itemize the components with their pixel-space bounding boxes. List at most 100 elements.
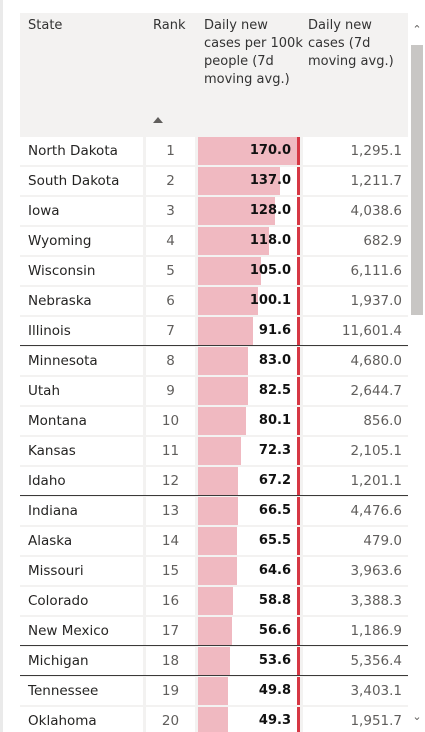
- per100k-value: 49.3: [258, 713, 291, 728]
- cell-rank: 5: [146, 257, 195, 285]
- cell-per100k: 65.5: [198, 527, 300, 555]
- cell-rank: 13: [146, 497, 195, 525]
- cell-state: New Mexico: [20, 617, 143, 645]
- cell-per100k: 49.8: [198, 677, 300, 705]
- table-row[interactable]: Tennessee 19 49.8 3,403.1: [20, 675, 408, 706]
- table-row[interactable]: North Dakota 1 170.0 1,295.1: [20, 136, 408, 166]
- table-row[interactable]: Missouri 15 64.6 3,963.6: [20, 556, 408, 586]
- cell-state: Colorado: [20, 587, 143, 615]
- per100k-data-bar: [198, 407, 246, 435]
- table-row[interactable]: Wyoming 4 118.0 682.9: [20, 226, 408, 256]
- table-row[interactable]: Kansas 11 72.3 2,105.1: [20, 436, 408, 466]
- cell-cases: 1,211.7: [303, 167, 408, 195]
- cell-rank: 17: [146, 617, 195, 645]
- table-row[interactable]: Oklahoma 20 49.3 1,951.7: [20, 706, 408, 732]
- cell-cases: 4,476.6: [303, 497, 408, 525]
- per100k-value: 128.0: [249, 203, 291, 218]
- cell-state: South Dakota: [20, 167, 143, 195]
- scrollbar-thumb[interactable]: [411, 45, 423, 315]
- table-row[interactable]: Nebraska 6 100.1 1,937.0: [20, 286, 408, 316]
- cell-cases: 682.9: [303, 227, 408, 255]
- cell-state: Tennessee: [20, 677, 143, 705]
- per100k-data-bar: [198, 347, 248, 375]
- cell-rank: 9: [146, 377, 195, 405]
- chevron-up-icon[interactable]: ⌃: [412, 23, 422, 36]
- column-header-cases[interactable]: Daily new cases (7d moving avg.): [308, 18, 394, 69]
- table-row[interactable]: Utah 9 82.5 2,644.7: [20, 376, 408, 406]
- cell-per100k: 53.6: [198, 647, 300, 675]
- table-row[interactable]: New Mexico 17 56.6 1,186.9: [20, 616, 408, 646]
- cell-state: Illinois: [20, 317, 143, 345]
- cell-per100k: 170.0: [198, 137, 300, 165]
- per100k-data-bar: [198, 617, 232, 645]
- cell-state: Nebraska: [20, 287, 143, 315]
- per100k-data-bar: [198, 197, 275, 225]
- per100k-value: 91.6: [258, 323, 291, 338]
- per100k-value: 66.5: [258, 503, 291, 518]
- cell-per100k: 91.6: [198, 317, 300, 345]
- per100k-bar-edge: [297, 197, 300, 225]
- cell-cases: 5,356.4: [303, 647, 408, 675]
- per100k-data-bar: [198, 587, 233, 615]
- table-row[interactable]: South Dakota 2 137.0 1,211.7: [20, 166, 408, 196]
- cell-state: Wyoming: [20, 227, 143, 255]
- per100k-value: 137.0: [249, 173, 291, 188]
- cell-state: Michigan: [20, 647, 143, 675]
- cell-rank: 12: [146, 467, 195, 495]
- table-row[interactable]: Indiana 13 66.5 4,476.6: [20, 495, 408, 526]
- per100k-value: 67.2: [258, 473, 291, 488]
- per100k-value: 118.0: [249, 233, 291, 248]
- per100k-data-bar: [198, 557, 237, 585]
- table-row[interactable]: Idaho 12 67.2 1,201.1: [20, 466, 408, 496]
- cell-cases: 856.0: [303, 407, 408, 435]
- cell-rank: 8: [146, 347, 195, 375]
- table-row[interactable]: Michigan 18 53.6 5,356.4: [20, 645, 408, 676]
- cell-per100k: 80.1: [198, 407, 300, 435]
- per100k-bar-edge: [297, 227, 300, 255]
- per100k-value: 105.0: [249, 263, 291, 278]
- cell-per100k: 105.0: [198, 257, 300, 285]
- cell-cases: 1,186.9: [303, 617, 408, 645]
- vertical-scrollbar[interactable]: ⌃ ⌄: [408, 13, 425, 732]
- per100k-data-bar: [198, 287, 258, 315]
- cell-per100k: 56.6: [198, 617, 300, 645]
- per100k-data-bar: [198, 437, 241, 465]
- table-row[interactable]: Wisconsin 5 105.0 6,111.6: [20, 256, 408, 286]
- cell-cases: 2,105.1: [303, 437, 408, 465]
- cell-rank: 15: [146, 557, 195, 585]
- cell-per100k: 64.6: [198, 557, 300, 585]
- per100k-data-bar: [198, 707, 228, 732]
- cell-cases: 11,601.4: [303, 317, 408, 345]
- per100k-bar-edge: [297, 707, 300, 732]
- per100k-value: 64.6: [258, 563, 291, 578]
- cell-cases: 3,963.6: [303, 557, 408, 585]
- column-header-rank[interactable]: Rank: [153, 18, 186, 33]
- chevron-down-icon[interactable]: ⌄: [412, 710, 422, 723]
- cell-rank: 20: [146, 707, 195, 732]
- sort-ascending-icon[interactable]: [153, 117, 163, 123]
- cell-state: Alaska: [20, 527, 143, 555]
- per100k-value: 53.6: [258, 653, 291, 668]
- cell-cases: 3,403.1: [303, 677, 408, 705]
- table-row[interactable]: Montana 10 80.1 856.0: [20, 406, 408, 436]
- per100k-value: 80.1: [258, 413, 291, 428]
- table-header: State Rank Daily new cases per 100k peop…: [20, 13, 408, 136]
- cell-rank: 10: [146, 407, 195, 435]
- table-row[interactable]: Colorado 16 58.8 3,388.3: [20, 586, 408, 616]
- table-row[interactable]: Illinois 7 91.6 11,601.4: [20, 316, 408, 346]
- cell-rank: 6: [146, 287, 195, 315]
- cell-per100k: 82.5: [198, 377, 300, 405]
- per100k-value: 65.5: [258, 533, 291, 548]
- column-header-per100k[interactable]: Daily new cases per 100k people (7d movi…: [204, 18, 303, 87]
- table-row[interactable]: Iowa 3 128.0 4,038.6: [20, 196, 408, 226]
- cell-rank: 19: [146, 677, 195, 705]
- table-row[interactable]: Alaska 14 65.5 479.0: [20, 526, 408, 556]
- table-row[interactable]: Minnesota 8 83.0 4,680.0: [20, 345, 408, 376]
- cell-state: Indiana: [20, 497, 143, 525]
- per100k-value: 170.0: [249, 143, 291, 158]
- cell-state: Minnesota: [20, 347, 143, 375]
- table-area: State Rank Daily new cases per 100k peop…: [20, 13, 408, 732]
- cell-cases: 6,111.6: [303, 257, 408, 285]
- per100k-data-bar: [198, 467, 238, 495]
- column-header-state[interactable]: State: [28, 18, 63, 33]
